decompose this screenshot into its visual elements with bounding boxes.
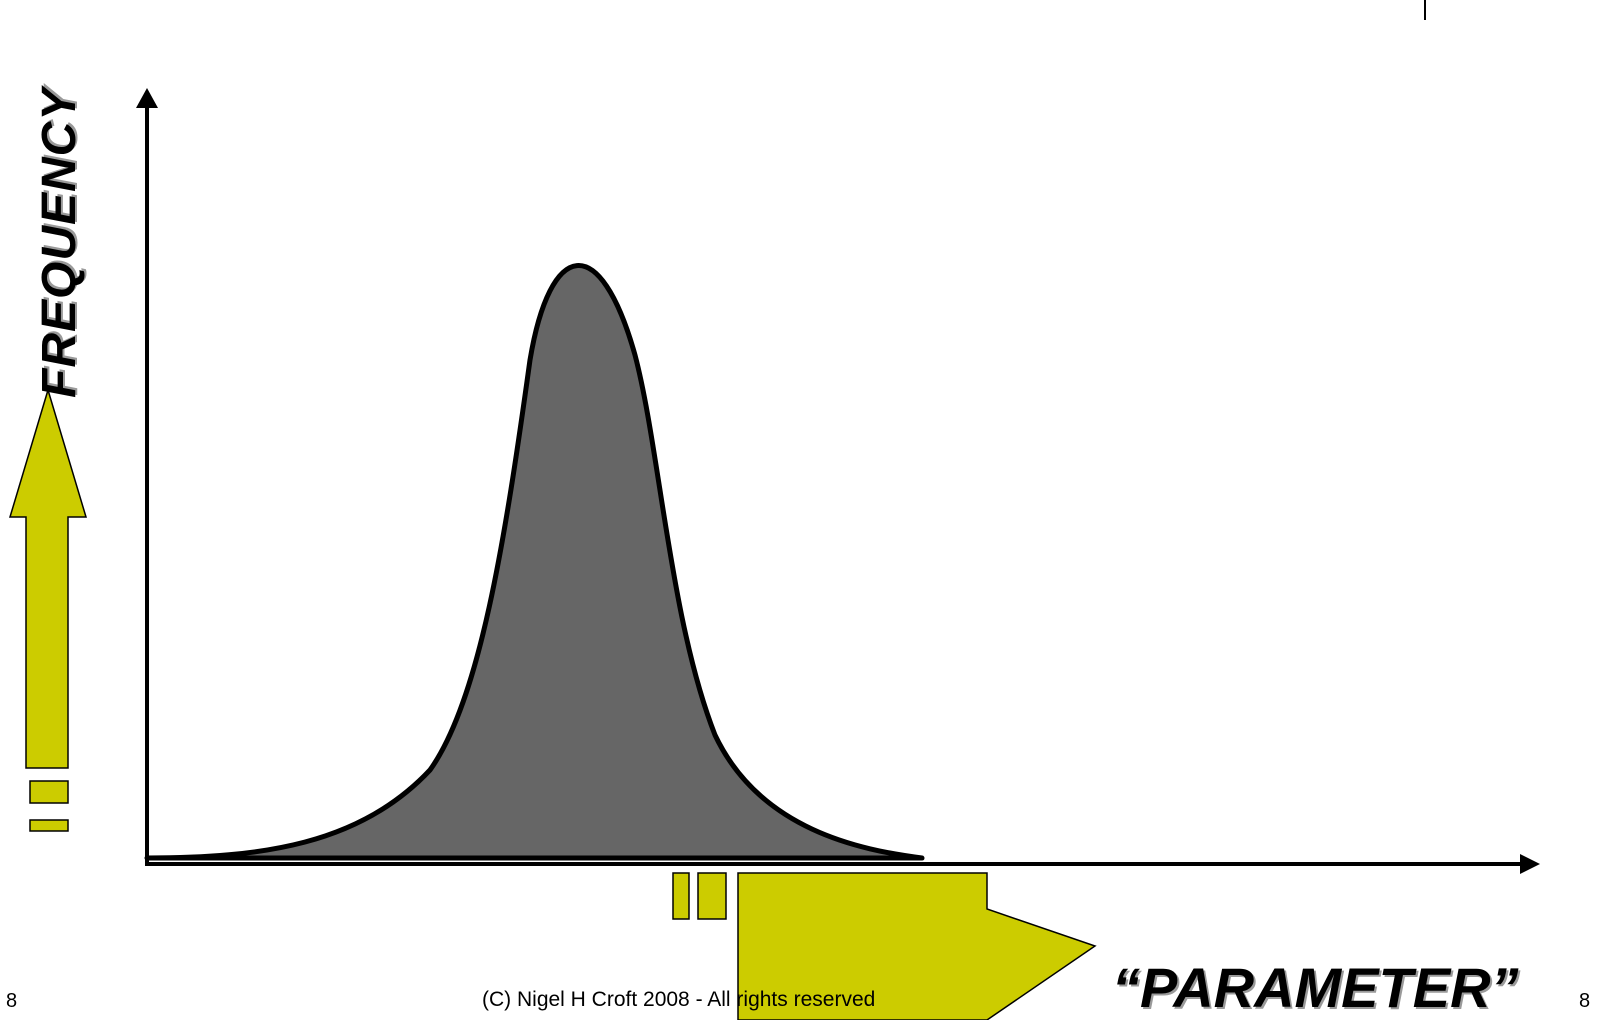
x-axis-arrowhead bbox=[1520, 854, 1540, 874]
y-axis-arrowhead bbox=[136, 88, 158, 108]
page-number-right: 8 bbox=[1579, 990, 1591, 1012]
distribution-curve bbox=[144, 263, 925, 861]
y-axis-label: FREQUENCY bbox=[33, 87, 86, 398]
right-arrow-icon bbox=[672, 872, 1097, 1020]
up-arrow-icon bbox=[8, 387, 88, 832]
copyright-notice: (C) Nigel H Croft 2008 - All rights rese… bbox=[482, 988, 876, 1011]
page-number-left: 8 bbox=[6, 990, 18, 1012]
x-axis-label: “PARAMETER” bbox=[1112, 956, 1519, 1019]
